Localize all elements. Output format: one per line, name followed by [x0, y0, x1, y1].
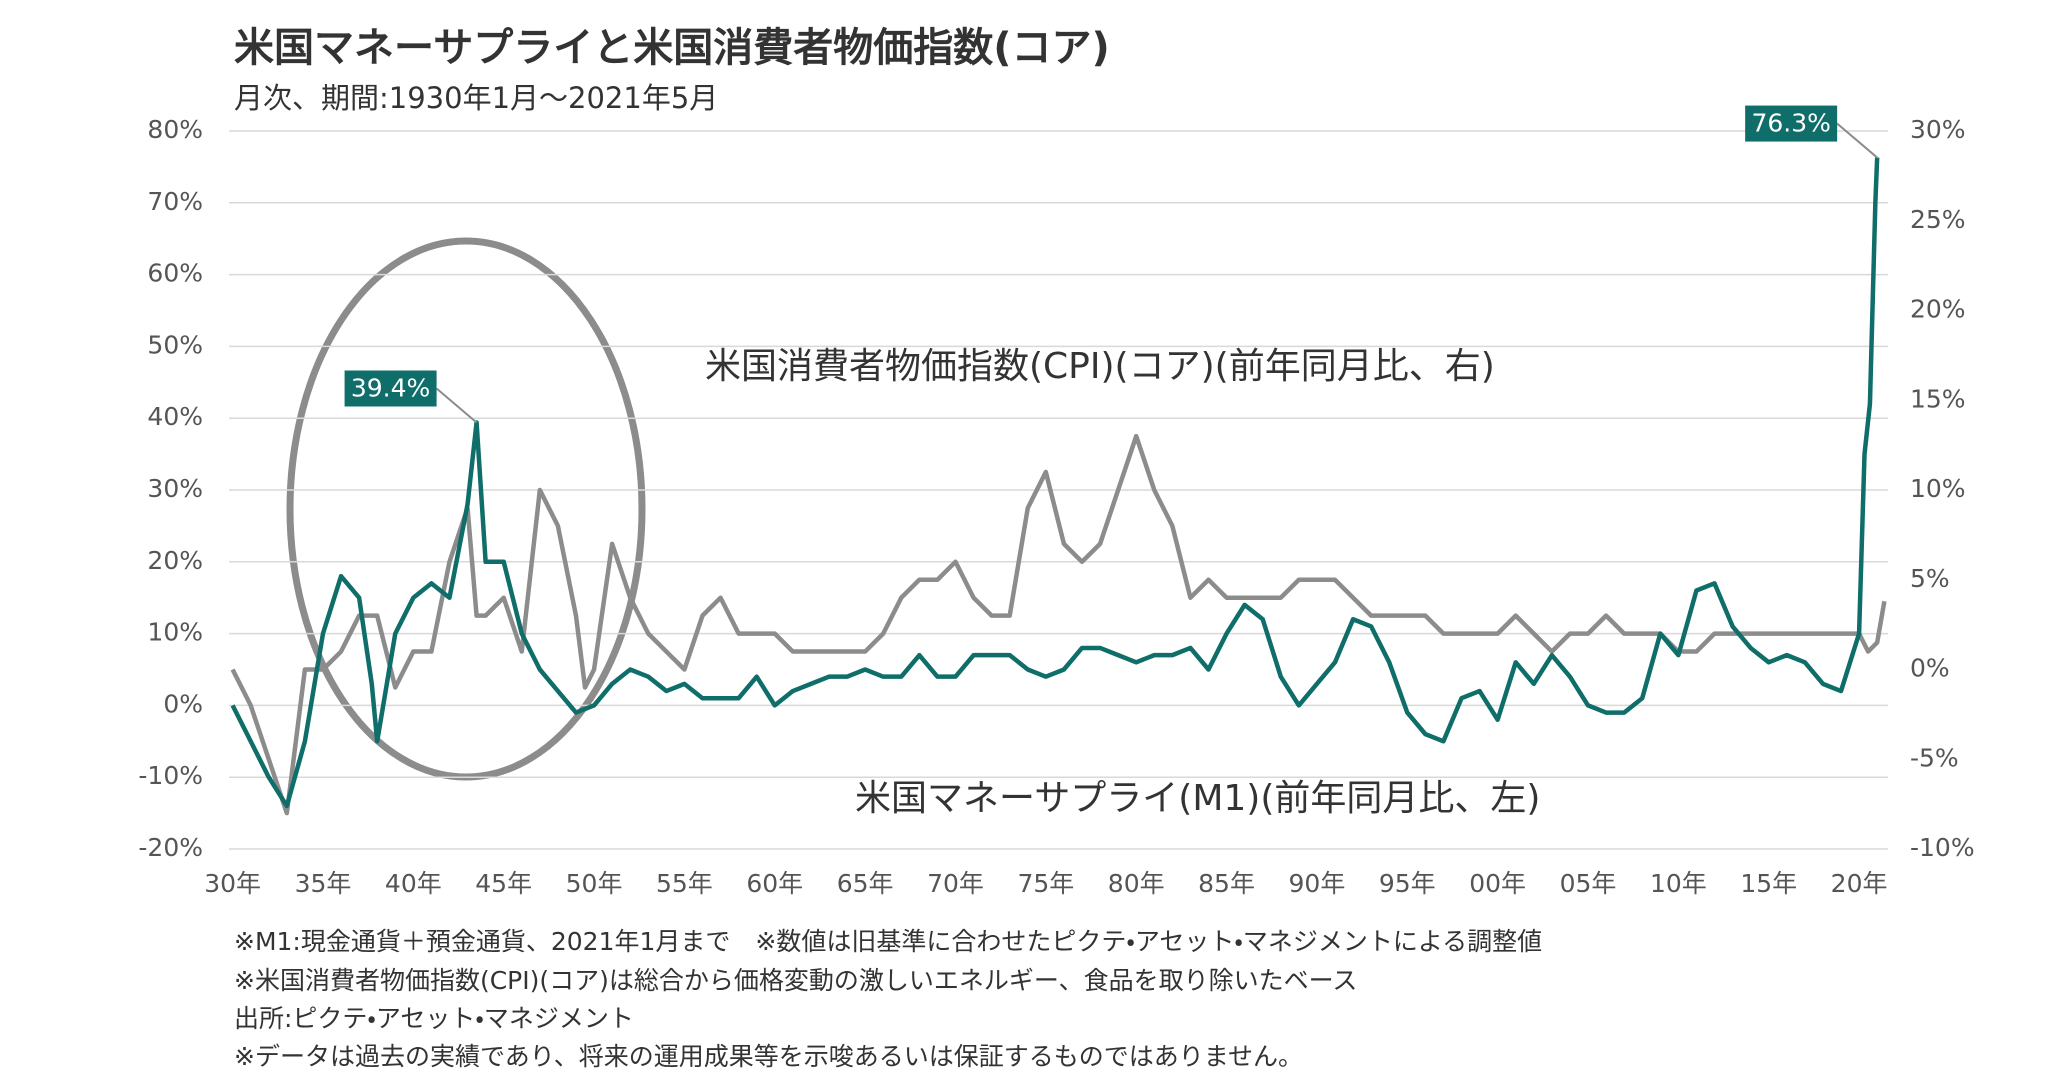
value-label-box	[1745, 105, 1838, 142]
y2-tick-label: 25%	[1910, 205, 1966, 234]
series-label: 米国消費者物価指数(CPI)(コア)(前年同月比、右)	[705, 346, 1495, 387]
y-tick-label: -20%	[138, 833, 203, 862]
y-tick-label: 0%	[163, 689, 203, 718]
x-tick-label: 90年	[1289, 869, 1346, 898]
x-tick-label: 50年	[566, 869, 623, 898]
y-tick-label: 30%	[147, 474, 203, 503]
y-tick-label: 80%	[147, 115, 203, 144]
value-label: 76.3%	[1751, 109, 1830, 138]
footnote: 出所:ピクテ・アセット・マネジメント	[234, 1004, 634, 1033]
series-label: 米国マネーサプライ(M1)(前年同月比、左)	[855, 778, 1540, 819]
line-layer	[230, 157, 1887, 816]
footnote: ※データは過去の実績であり、将来の運用成果等を示唆あるいは保証するものではありま…	[234, 1042, 1303, 1071]
x-tick-label: 05年	[1560, 869, 1617, 898]
x-tick-label: 45年	[475, 869, 532, 898]
value-label: 39.4%	[351, 374, 430, 403]
footnote: ※M1:現金通貨＋預金通貨、2021年1月まで ※数値は旧基準に合わせたピクテ・…	[234, 927, 1542, 956]
x-tick-label: 65年	[837, 869, 894, 898]
x-tick-label: 15年	[1740, 869, 1797, 898]
y2-tick-label: 0%	[1910, 654, 1950, 683]
y-tick-label: 60%	[147, 259, 203, 288]
x-tick-label: 20年	[1831, 869, 1888, 898]
y2-tick-label: 10%	[1910, 474, 1966, 503]
x-tick-label: 70年	[927, 869, 984, 898]
x-tick-label: 95年	[1379, 869, 1436, 898]
x-tick-label: 55年	[656, 869, 713, 898]
x-tick-label: 00年	[1469, 869, 1526, 898]
x-tick-label: 75年	[1017, 869, 1074, 898]
x-tick-label: 30年	[204, 869, 261, 898]
y2-tick-label: 5%	[1910, 564, 1950, 593]
y2-tick-label: 30%	[1910, 115, 1966, 144]
x-tick-label: 80年	[1108, 869, 1165, 898]
value-label-box	[344, 370, 437, 407]
y-tick-label: 50%	[147, 330, 203, 359]
series-line	[230, 433, 1887, 816]
x-tick-label: 35年	[295, 869, 352, 898]
label-connector	[1836, 122, 1878, 159]
footnote: ※米国消費者物価指数(CPI)(コア)は総合から価格変動の激しいエネルギー、食品…	[234, 966, 1357, 995]
chart-title: 米国マネーサプライと米国消費者物価指数(コア)	[234, 25, 1110, 71]
y-tick-label: 10%	[147, 618, 203, 647]
x-tick-label: 60年	[746, 869, 803, 898]
x-tick-label: 10年	[1650, 869, 1707, 898]
y-tick-label: 40%	[147, 402, 203, 431]
chart-subtitle: 月次、期間:1930年1月～2021年5月	[234, 81, 718, 115]
label-connector	[435, 387, 478, 424]
x-tick-label: 40年	[385, 869, 442, 898]
y2-tick-label: 20%	[1910, 295, 1966, 324]
y-tick-label: -10%	[138, 761, 203, 790]
y2-tick-label: -10%	[1910, 833, 1975, 862]
y2-tick-label: -5%	[1910, 743, 1959, 772]
series-line	[230, 157, 1880, 809]
x-tick-label: 85年	[1198, 869, 1255, 898]
y-tick-label: 70%	[147, 187, 203, 216]
y2-tick-label: 15%	[1910, 384, 1966, 413]
y-tick-label: 20%	[147, 546, 203, 575]
